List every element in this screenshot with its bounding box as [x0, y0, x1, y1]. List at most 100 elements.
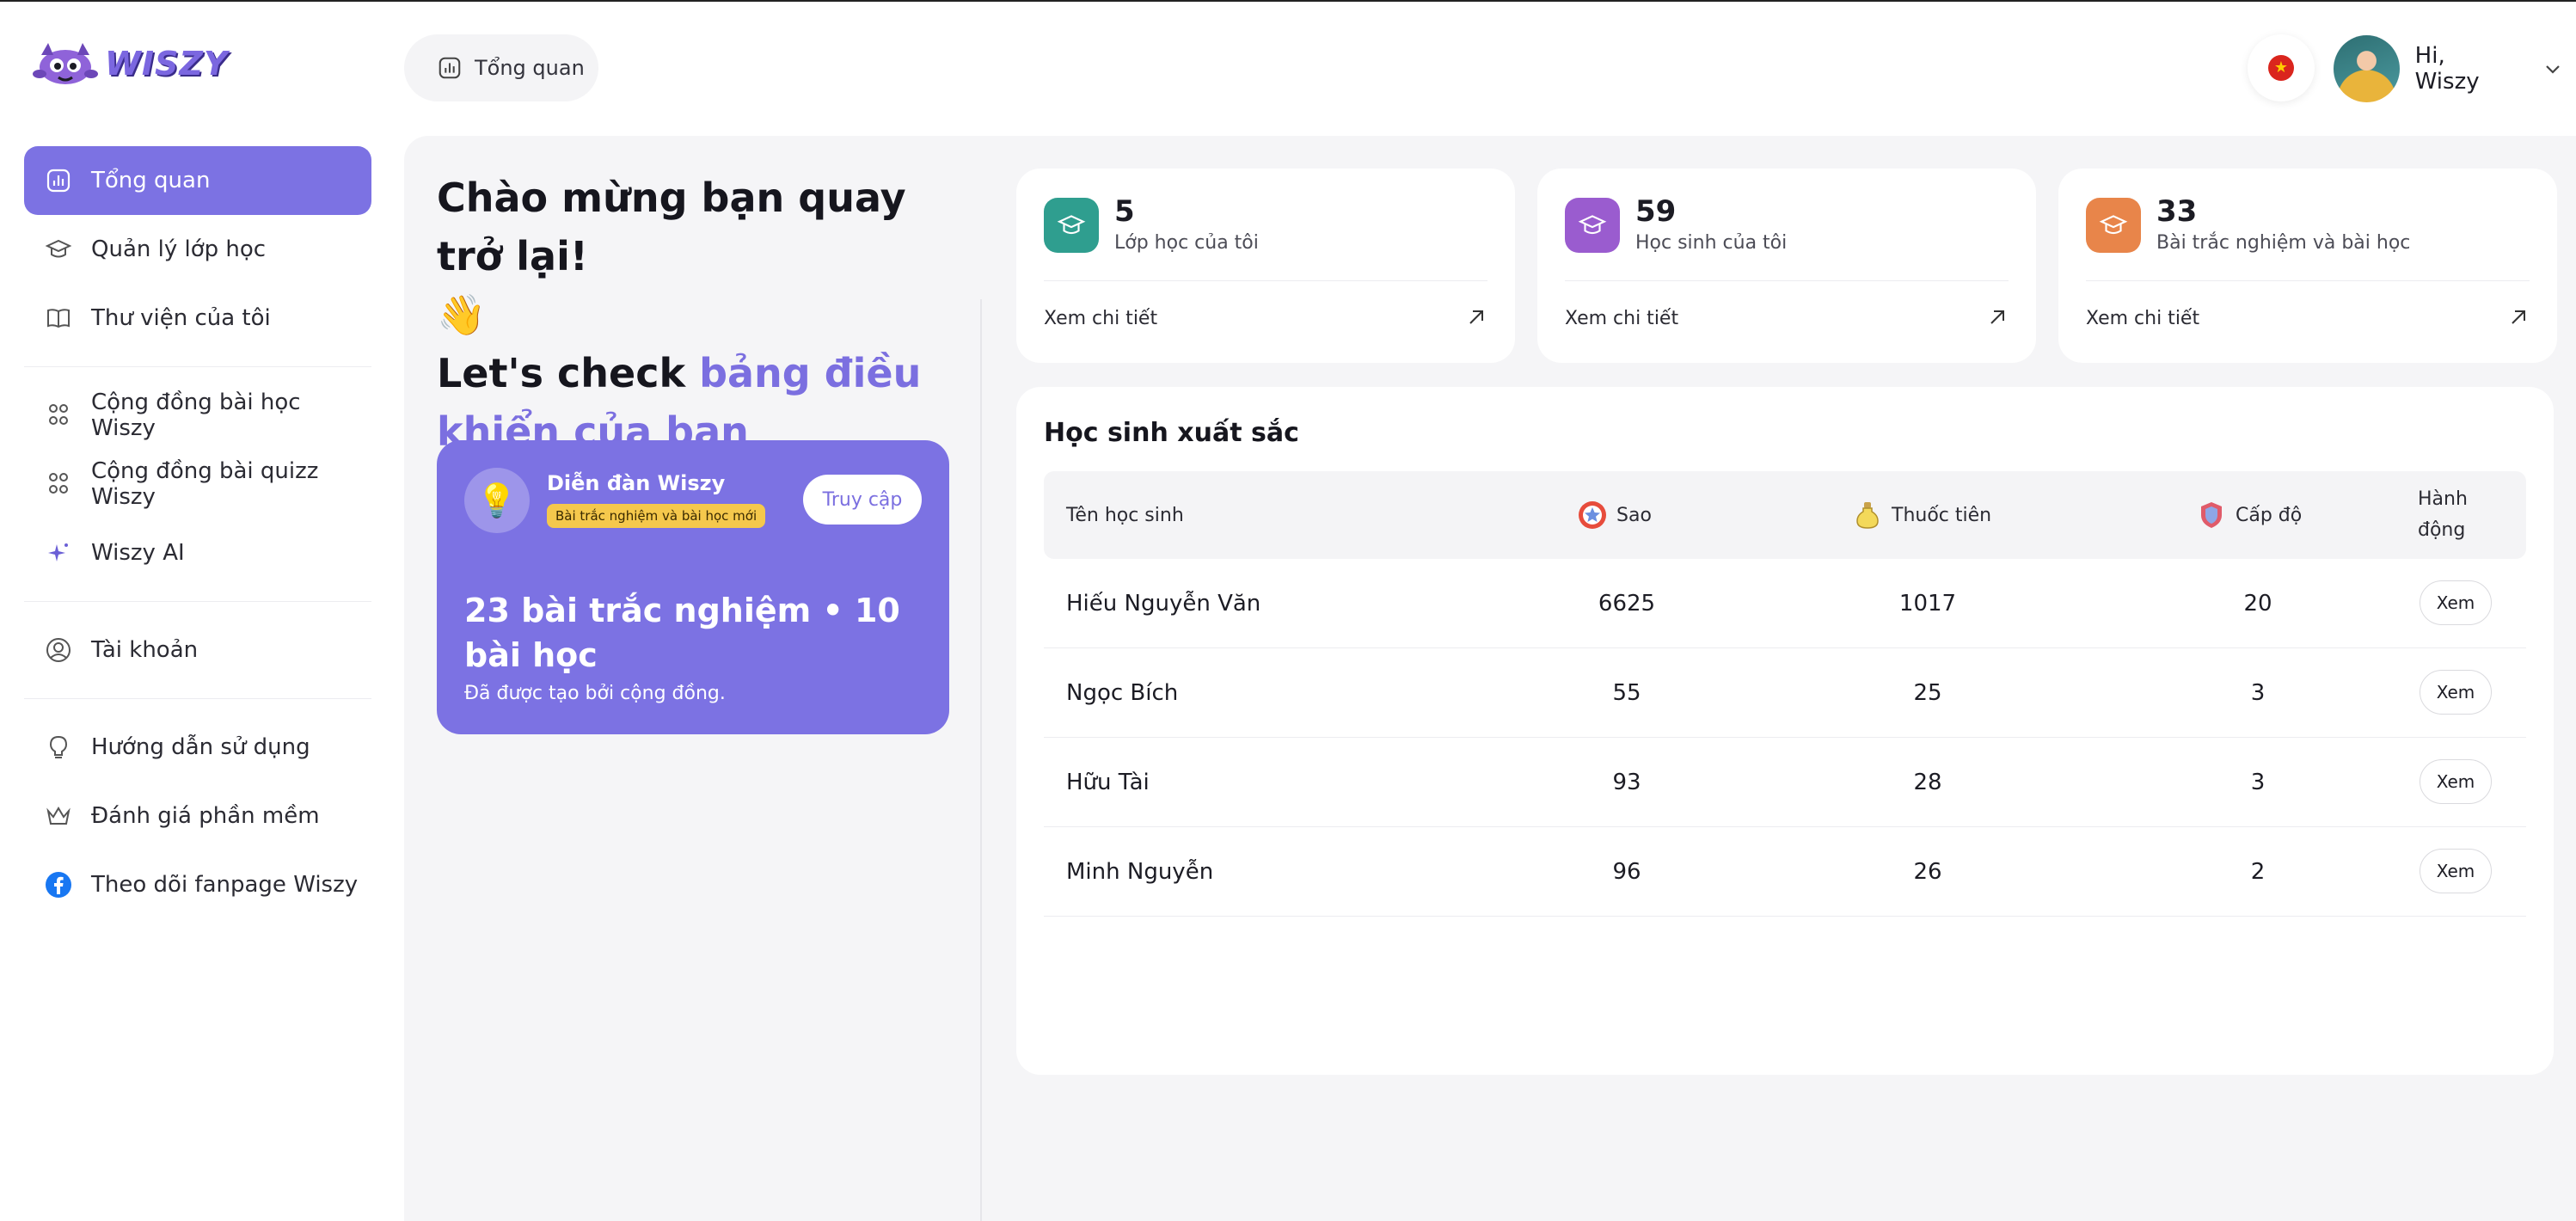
sidebar-item-label: Cộng đồng bài học Wiszy [91, 390, 301, 441]
community-icon [49, 404, 68, 425]
welcome-line2-plain: Let's check [437, 350, 700, 396]
view-student-button[interactable]: Xem [2420, 849, 2492, 893]
user-circle-icon [46, 638, 71, 662]
sidebar-item-label: Hướng dẫn sử dụng [91, 734, 310, 760]
stat-value: 33 [2156, 194, 2198, 229]
sidebar-item-fanpage[interactable]: Theo dõi fanpage Wiszy [24, 850, 371, 919]
forum-access-button[interactable]: Truy cập [803, 475, 922, 525]
shield-badge-icon [2201, 502, 2222, 528]
stat-card-quizzes: 33 Bài trắc nghiệm và bài học Xem chi ti… [2058, 169, 2557, 363]
stat-divider [2086, 280, 2530, 281]
stat-label: Lớp học của tôi [1114, 232, 1259, 254]
wiszy-logo[interactable]: WISZY [31, 40, 229, 88]
student-name: Hiếu Nguyễn Văn [1066, 591, 1261, 617]
student-stars: 55 [1612, 680, 1641, 706]
potion-icon [1856, 502, 1879, 529]
column-header-level: Cấp độ [2196, 471, 2302, 559]
table-row: Hiếu Nguyễn Văn 6625 1017 20 Xem [1044, 559, 2526, 648]
avatar[interactable] [2334, 35, 2400, 102]
student-level: 20 [2243, 591, 2272, 617]
sidebar-item-lesson-community[interactable]: Cộng đồng bài học Wiszy [24, 381, 371, 450]
stat-divider [1565, 280, 2009, 281]
student-potions: 28 [1913, 770, 1942, 795]
arrow-up-right-icon[interactable] [2507, 306, 2530, 328]
column-header-name: Tên học sinh [1066, 504, 1184, 526]
student-name: Minh Nguyễn [1066, 859, 1214, 885]
stat-card-classes: 5 Lớp học của tôi Xem chi tiết [1016, 169, 1515, 363]
sparkle-icon [48, 543, 68, 561]
language-switcher[interactable]: ★ [2248, 34, 2315, 101]
stat-card-students: 59 Học sinh của tôi Xem chi tiết [1537, 169, 2036, 363]
view-student-button[interactable]: Xem [2420, 759, 2492, 804]
student-potions: 25 [1913, 680, 1942, 706]
forum-title: Diễn đàn Wiszy [547, 471, 726, 495]
table-row: Minh Nguyễn 96 26 2 Xem [1044, 827, 2526, 917]
table-row: Ngọc Bích 55 25 3 Xem [1044, 648, 2526, 738]
nav-divider [24, 601, 371, 602]
student-name: Hữu Tài [1066, 770, 1150, 795]
stat-icon-bg [2086, 198, 2141, 253]
user-greeting: Hi, Wiszy [2414, 43, 2480, 95]
column-header-label: Sao [1616, 504, 1652, 526]
sidebar-item-label: Đánh giá phần mềm [91, 803, 320, 829]
top-students-card: Học sinh xuất sắc Tên học sinh Sao Thuốc… [1016, 387, 2554, 1075]
student-level: 3 [2250, 680, 2266, 706]
table-header: Tên học sinh Sao Thuốc tiên Cấp độ Hành … [1044, 471, 2526, 559]
sidebar-nav: Tổng quan Quản lý lớp học Thư viện của t… [24, 146, 371, 919]
column-header-label: Thuốc tiên [1892, 504, 1992, 526]
crown-icon [46, 807, 71, 825]
column-divider [980, 299, 982, 1221]
mascot-icon [33, 43, 98, 84]
forum-card: 💡 Diễn đàn Wiszy Bài trắc nghiệm và bài … [437, 440, 949, 734]
sidebar-item-guide[interactable]: Hướng dẫn sử dụng [24, 713, 371, 782]
stat-icon-bg [1044, 198, 1099, 253]
user-menu-toggle[interactable] [2530, 46, 2576, 92]
breadcrumb[interactable]: Tổng quan [404, 34, 598, 101]
facebook-icon [46, 872, 71, 898]
student-stars: 93 [1612, 770, 1641, 795]
sidebar-item-label: Cộng đồng bài quizz Wiszy [91, 458, 319, 510]
view-details-link[interactable]: Xem chi tiết [1565, 308, 1679, 329]
book-icon [47, 309, 70, 328]
forum-subtitle: Đã được tạo bởi cộng đồng. [464, 683, 726, 704]
sidebar-item-classes[interactable]: Quản lý lớp học [24, 215, 371, 284]
graduation-cap-icon [1578, 215, 1607, 235]
user-menu[interactable]: Hi, Wiszy [2334, 34, 2576, 103]
arrow-up-right-icon[interactable] [1465, 306, 1487, 328]
welcome-title: Chào mừng bạn quay trở lại! 👋 [437, 169, 953, 344]
view-student-button[interactable]: Xem [2420, 670, 2492, 715]
sidebar-item-library[interactable]: Thư viện của tôi [24, 284, 371, 353]
community-icon [49, 473, 68, 494]
arrow-up-right-icon[interactable] [1986, 306, 2009, 328]
breadcrumb-label: Tổng quan [475, 56, 585, 80]
sidebar-item-label: Theo dõi fanpage Wiszy [91, 872, 359, 898]
student-potions: 26 [1913, 859, 1942, 885]
brand-name: WISZY [105, 45, 229, 83]
sidebar: WISZY Tổng quan Quản lý lớp học Thư viện… [0, 2, 404, 1221]
sidebar-item-quiz-community[interactable]: Cộng đồng bài quizz Wiszy [24, 450, 371, 518]
student-stars: 96 [1612, 859, 1641, 885]
student-potions: 1017 [1898, 591, 1957, 617]
sidebar-item-overview[interactable]: Tổng quan [24, 146, 371, 215]
chart-icon [439, 57, 461, 79]
view-details-link[interactable]: Xem chi tiết [2086, 308, 2200, 329]
main-content: Chào mừng bạn quay trở lại! 👋 Let's chec… [404, 136, 2576, 1221]
graduation-cap-icon [1057, 215, 1086, 235]
vietnam-flag-icon: ★ [2268, 55, 2294, 81]
chevron-down-icon [2546, 65, 2561, 74]
welcome-heading: Chào mừng bạn quay trở lại! 👋 Let's chec… [437, 169, 953, 461]
sidebar-item-account[interactable]: Tài khoản [24, 616, 371, 684]
column-header-label: động [2418, 519, 2466, 541]
sidebar-item-rating[interactable]: Đánh giá phần mềm [24, 782, 371, 850]
nav-divider [24, 698, 371, 699]
student-stars: 6625 [1598, 591, 1656, 617]
graduation-cap-icon [2099, 215, 2128, 235]
view-student-button[interactable]: Xem [2420, 580, 2492, 625]
sidebar-item-label: Thư viện của tôi [91, 305, 271, 331]
nav-divider [24, 366, 371, 367]
sidebar-item-label: Tài khoản [91, 637, 199, 663]
sidebar-item-wiszy-ai[interactable]: Wiszy AI [24, 518, 371, 587]
view-details-link[interactable]: Xem chi tiết [1044, 308, 1158, 329]
forum-headline: 23 bài trắc nghiệm • 10 bài học [464, 592, 900, 674]
column-header-label: Cấp độ [2236, 504, 2303, 526]
